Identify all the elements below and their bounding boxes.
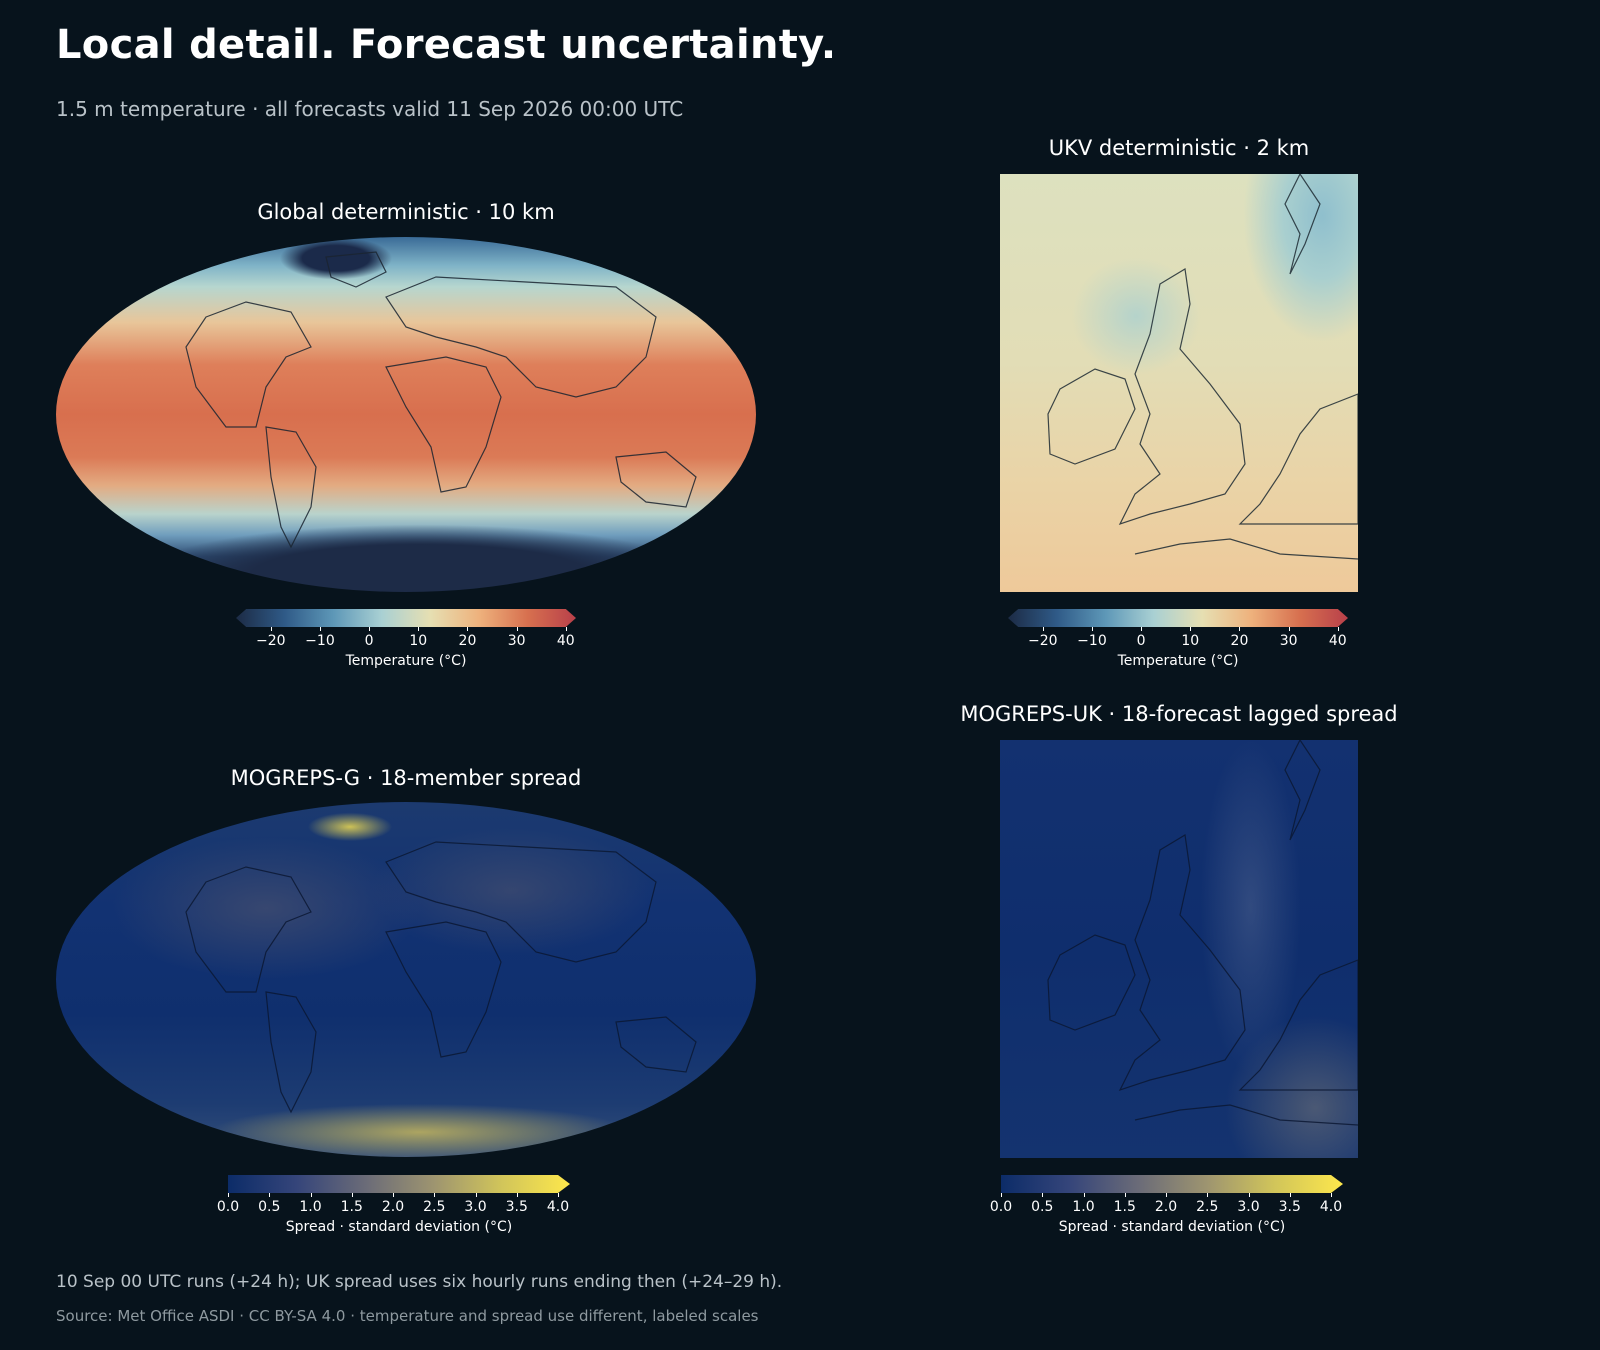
colorbar-tick-label: 0 xyxy=(364,633,374,649)
ukv-temperature-colorbar-gradient xyxy=(1008,609,1348,627)
colorbar-tick-mark xyxy=(310,1193,312,1197)
colorbar-tick-label: 3.5 xyxy=(505,1199,528,1215)
colorbar-tick-mark xyxy=(1141,627,1143,631)
footer-note: 10 Sep 00 UTC runs (+24 h); UK spread us… xyxy=(56,1272,783,1292)
uk-spread-colorbar: 0.0 0.5 1.0 1.5 2.0 2.5 3.0 3.5 4.0 Spread · sta… xyxy=(990,1175,1343,1235)
colorbar-tick-mark xyxy=(1042,627,1044,631)
uk-spread-colorbar-gradient xyxy=(1001,1175,1343,1193)
global-temperature-colorbar-gradient xyxy=(236,609,576,627)
colorbar-tick-mark xyxy=(467,627,469,631)
colorbar-tick-label: 0 xyxy=(1136,633,1146,649)
colorbar-tick-mark xyxy=(558,1193,560,1197)
ukv-coastline-outline xyxy=(1047,174,1358,560)
colorbar-tick-mark xyxy=(1331,1193,1333,1197)
colorbar-tick-label: −20 xyxy=(1028,633,1058,649)
colorbar-tick-label: 40 xyxy=(1328,633,1347,649)
colorbar-tick-mark xyxy=(1337,627,1339,631)
colorbar-tick-label: 0.0 xyxy=(989,1199,1013,1215)
global-temperature-colorbar-ticks: −20 −10 0 10 20 30 40 xyxy=(236,627,576,651)
colorbar-tick-mark xyxy=(1207,1193,1209,1197)
global-spread-map xyxy=(56,802,756,1157)
colorbar-tick-label: 0.0 xyxy=(216,1199,240,1215)
colorbar-tick-label: 2.5 xyxy=(423,1199,446,1215)
colorbar-tick-label: 1.5 xyxy=(340,1199,363,1215)
colorbar-tick-mark xyxy=(369,627,371,631)
colorbar-tick-mark xyxy=(475,1193,477,1197)
ukv-temperature-colorbar-label: Temperature (°C) xyxy=(1117,653,1239,669)
global-spread-colorbar-label: Spread · standard deviation (°C) xyxy=(285,1219,513,1235)
colorbar-tick-label: 2.0 xyxy=(1154,1199,1178,1215)
colorbar-tick-label: 2.0 xyxy=(381,1199,405,1215)
footer-source: Source: Met Office ASDI · CC BY-SA 4.0 ·… xyxy=(56,1307,759,1325)
ukv-temperature-colorbar-ticks: −20 −10 0 10 20 30 40 xyxy=(1008,627,1348,651)
colorbar-tick-mark xyxy=(228,1193,229,1197)
page-subtitle: 1.5 m temperature · all forecasts valid … xyxy=(56,97,684,121)
colorbar-tick-label: 40 xyxy=(556,633,575,649)
colorbar-tick-label: 20 xyxy=(458,633,477,649)
colorbar-tick-mark xyxy=(516,627,518,631)
colorbar-tick-mark xyxy=(434,1193,436,1197)
colorbar-tick-mark xyxy=(1288,627,1290,631)
colorbar-tick-mark xyxy=(1166,1193,1167,1197)
colorbar-tick-mark xyxy=(1190,627,1192,631)
colorbar-tick-mark xyxy=(1124,1193,1126,1197)
colorbar-tick-mark xyxy=(565,627,567,631)
colorbar-tick-label: 1.0 xyxy=(299,1199,322,1215)
panel-title-global-deterministic: Global deterministic · 10 km xyxy=(257,200,555,224)
global-temperature-colorbar: −20 −10 0 10 20 30 40 Temperature (°C) xyxy=(236,609,576,669)
colorbar-tick-mark xyxy=(351,1193,353,1197)
colorbar-tick-mark xyxy=(516,1193,518,1197)
panel-title-mogreps-g: MOGREPS-G · 18-member spread xyxy=(230,766,582,790)
colorbar-tick-label: 30 xyxy=(1279,633,1298,649)
colorbar-tick-label: 0.5 xyxy=(258,1199,281,1215)
colorbar-tick-label: 30 xyxy=(507,633,526,649)
colorbar-tick-mark xyxy=(393,1193,394,1197)
colorbar-tick-mark xyxy=(269,1193,271,1197)
colorbar-tick-label: 3.0 xyxy=(464,1199,487,1215)
colorbar-tick-label: −20 xyxy=(256,633,286,649)
colorbar-tick-label: 3.0 xyxy=(1237,1199,1260,1215)
colorbar-tick-mark xyxy=(1083,1193,1085,1197)
colorbar-tick-label: 2.5 xyxy=(1196,1199,1219,1215)
global-temperature-map xyxy=(56,237,756,592)
colorbar-tick-mark xyxy=(1289,1193,1291,1197)
global-coastline-outline xyxy=(185,251,697,549)
global-temperature-colorbar-label: Temperature (°C) xyxy=(345,653,467,669)
colorbar-tick-mark xyxy=(1042,1193,1044,1197)
colorbar-tick-label: 0.5 xyxy=(1031,1199,1054,1215)
ukv-temperature-colorbar: −20 −10 0 10 20 30 40 Temperature (°C) xyxy=(1008,609,1348,669)
colorbar-tick-label: −10 xyxy=(305,633,335,649)
colorbar-tick-mark xyxy=(319,627,321,631)
global-spread-colorbar: 0.0 0.5 1.0 1.5 2.0 2.5 3.0 3.5 4.0 Spread · sta… xyxy=(217,1175,570,1235)
uk-spread-coastline-outline xyxy=(1047,740,1358,1126)
page-title: Local detail. Forecast uncertainty. xyxy=(56,22,837,68)
colorbar-tick-label: 4.0 xyxy=(546,1199,570,1215)
colorbar-tick-mark xyxy=(418,627,420,631)
uk-spread-colorbar-label: Spread · standard deviation (°C) xyxy=(1058,1219,1286,1235)
colorbar-tick-label: 4.0 xyxy=(1319,1199,1343,1215)
colorbar-tick-label: 20 xyxy=(1230,633,1249,649)
colorbar-tick-label: 1.0 xyxy=(1072,1199,1095,1215)
colorbar-tick-label: −10 xyxy=(1077,633,1107,649)
colorbar-tick-label: 3.5 xyxy=(1278,1199,1301,1215)
colorbar-tick-label: 1.5 xyxy=(1113,1199,1136,1215)
colorbar-tick-mark xyxy=(1001,1193,1002,1197)
colorbar-tick-label: 10 xyxy=(409,633,428,649)
uk-spread-colorbar-ticks: 0.0 0.5 1.0 1.5 2.0 2.5 3.0 3.5 4.0 xyxy=(990,1193,1343,1217)
colorbar-tick-mark xyxy=(270,627,272,631)
colorbar-tick-label: 10 xyxy=(1181,633,1200,649)
ukv-temperature-map xyxy=(1000,174,1358,592)
colorbar-tick-mark xyxy=(1248,1193,1250,1197)
colorbar-tick-mark xyxy=(1091,627,1093,631)
global-spread-colorbar-ticks: 0.0 0.5 1.0 1.5 2.0 2.5 3.0 3.5 4.0 xyxy=(217,1193,570,1217)
uk-spread-map xyxy=(1000,740,1358,1158)
panel-title-mogreps-uk: MOGREPS-UK · 18-forecast lagged spread xyxy=(960,702,1398,726)
colorbar-tick-mark xyxy=(1239,627,1241,631)
panel-title-ukv-deterministic: UKV deterministic · 2 km xyxy=(1048,136,1310,160)
global-spread-colorbar-gradient xyxy=(228,1175,570,1193)
global-spread-coastline-outline xyxy=(185,841,697,1114)
